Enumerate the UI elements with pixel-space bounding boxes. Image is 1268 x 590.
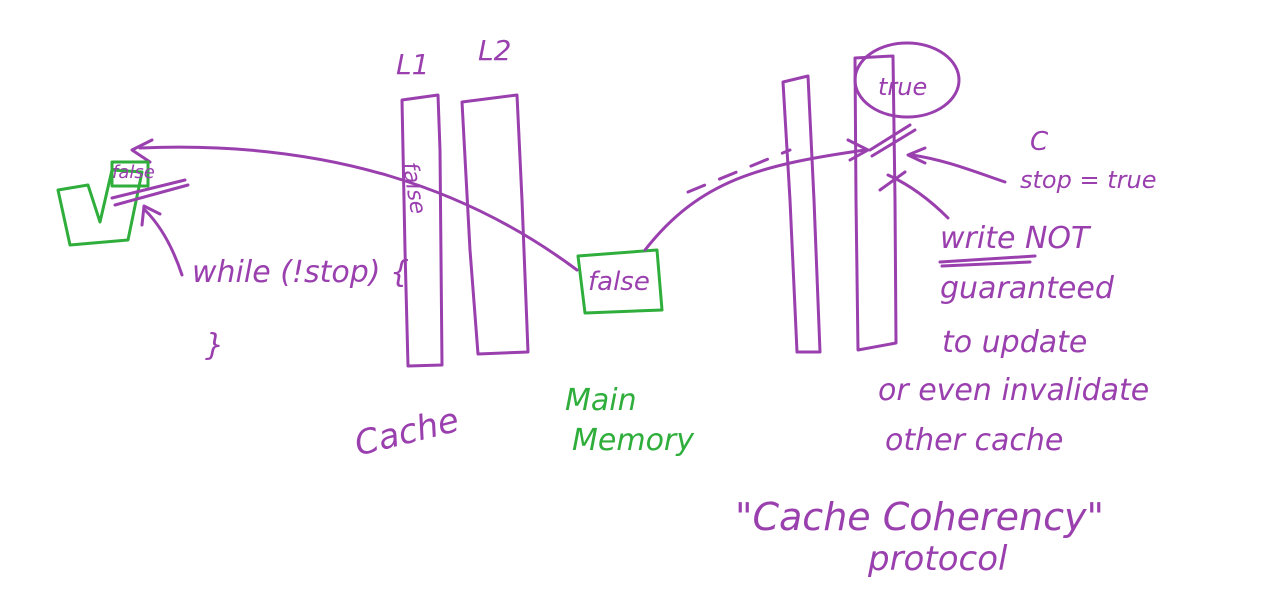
left-cached-value-box [110, 160, 150, 188]
stop-assign-c: C [1030, 127, 1049, 157]
protocol-caption-line2: protocol [867, 539, 1008, 579]
while-loop-code: while (!stop) { [192, 255, 409, 290]
l1-label: L1 [396, 48, 429, 81]
arrow-stop-to-cache [910, 153, 1007, 184]
arrow-stop-to-cache-head [906, 146, 927, 165]
arrow-while-to-cache-head [140, 204, 162, 227]
stop-assign: stop = true [1020, 166, 1156, 194]
cache-label: Cache [351, 400, 463, 464]
protocol-caption-line1: "Cache Coherency" [735, 495, 1104, 539]
left-cached-value: false [112, 162, 155, 183]
true-circle [853, 41, 961, 119]
true-value: true [878, 73, 927, 101]
main-memory-cell-box [576, 248, 664, 315]
main-memory-cell-value: false [588, 267, 650, 297]
arrow-memory-to-left-cache [138, 145, 579, 272]
l1-cache-column [400, 93, 444, 368]
l1-cached-value: false [396, 160, 430, 216]
main-memory-label-line2: Memory [572, 423, 695, 458]
note-line2: guaranteed [940, 271, 1115, 306]
arrow-memory-to-right-cache [643, 148, 867, 252]
right-l2-cache-column [853, 54, 898, 352]
note-line4: or even invalidate [878, 373, 1149, 408]
l2-cache-column [460, 93, 530, 356]
right-l1-cache-column [781, 74, 822, 354]
arrow-memory-to-left-cache-head [130, 138, 154, 164]
right-cache-strikethrough [868, 123, 917, 192]
arrow-write-to-cache [886, 173, 950, 220]
left-cached-strikethrough [110, 178, 190, 207]
arrow-while-to-cache [143, 208, 184, 277]
dashed-arrow [686, 148, 792, 194]
closing-brace: } [205, 328, 224, 363]
note-line3: to update [942, 325, 1087, 360]
arrow-memory-to-right-cache-head [846, 138, 870, 162]
note-underline [938, 254, 1037, 268]
l2-label: L2 [478, 34, 511, 67]
note-line1: write NOT [940, 221, 1092, 256]
checkmark-icon [56, 168, 144, 247]
note-line5: other cache [885, 423, 1063, 458]
main-memory-label-line1: Main [565, 383, 637, 418]
